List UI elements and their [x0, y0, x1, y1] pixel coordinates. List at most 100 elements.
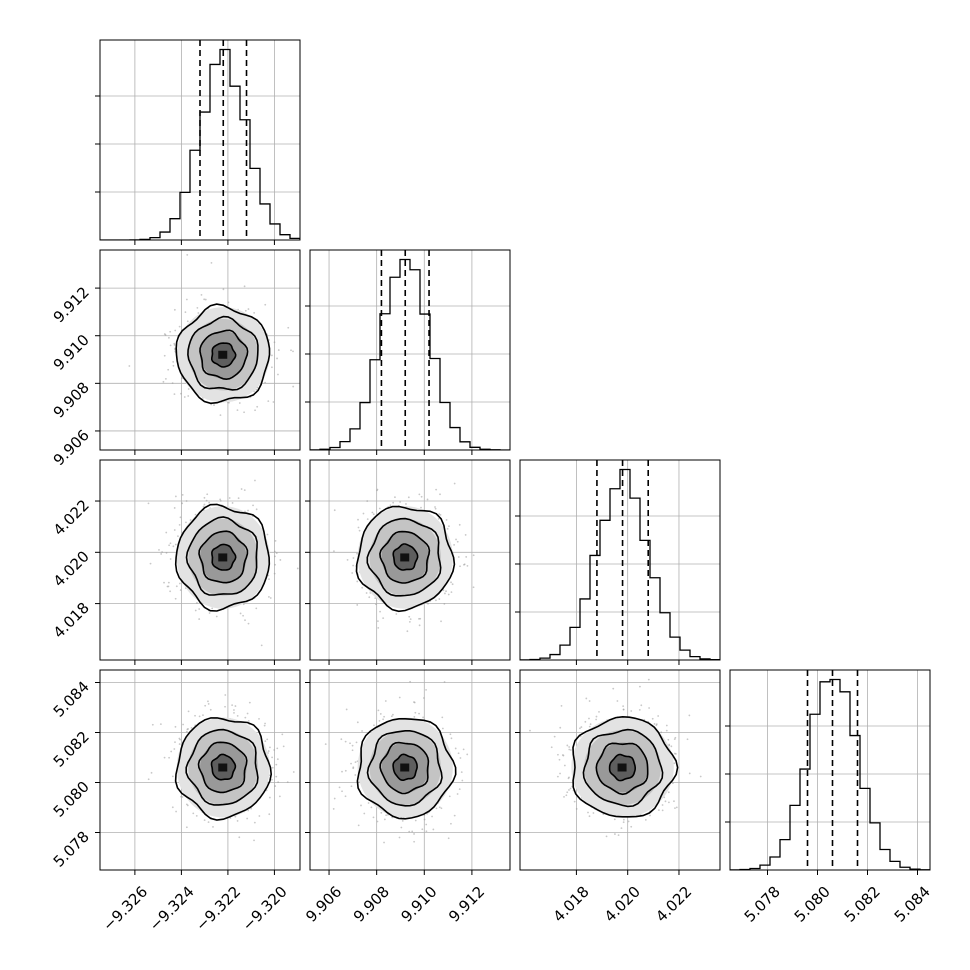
- scatter-point: [243, 285, 246, 288]
- scatter-point: [233, 711, 235, 714]
- contour-line: [211, 342, 237, 368]
- scatter-point: [614, 833, 616, 835]
- scatter-point: [229, 817, 232, 819]
- scatter-point: [622, 818, 625, 821]
- scatter-point: [224, 705, 226, 708]
- scatter-point: [398, 836, 401, 839]
- scatter-point: [657, 715, 660, 717]
- scatter-point: [585, 697, 588, 700]
- scatter-point: [357, 824, 360, 827]
- scatter-point: [170, 750, 173, 753]
- contour-line: [174, 503, 271, 612]
- scatter-point: [434, 506, 436, 508]
- scatter-point: [644, 818, 647, 821]
- scatter-point: [219, 414, 222, 417]
- scatter-point: [423, 818, 426, 821]
- scatter-point: [198, 608, 201, 610]
- scatter-point: [665, 724, 668, 727]
- scatter-point: [244, 716, 247, 719]
- scatter-point: [414, 819, 417, 822]
- scatter-point: [439, 513, 442, 516]
- scatter-point: [210, 261, 213, 264]
- density-peak: [400, 553, 410, 562]
- panel-frame: [309, 249, 511, 451]
- scatter-point: [617, 834, 620, 837]
- scatter-point: [366, 500, 369, 502]
- scatter-point: [174, 597, 177, 600]
- scatter-point: [368, 596, 371, 599]
- scatter-point: [660, 731, 663, 734]
- scatter-point: [203, 496, 206, 499]
- y-tick-label: 9.908: [50, 378, 93, 421]
- scatter-point: [377, 626, 380, 629]
- scatter-point: [349, 742, 351, 745]
- scatter-point: [447, 593, 450, 596]
- scatter-point: [172, 360, 175, 363]
- scatter-point: [459, 565, 461, 568]
- scatter-point: [279, 559, 282, 561]
- scatter-point: [567, 777, 570, 780]
- scatter-point: [376, 489, 378, 492]
- scatter-point: [271, 366, 273, 369]
- scatter-point: [579, 727, 581, 730]
- scatter-point: [588, 717, 590, 720]
- scatter-point: [275, 763, 278, 766]
- scatter-point: [356, 760, 359, 763]
- scatter-point: [163, 756, 166, 759]
- scatter-point: [203, 819, 206, 822]
- scatter-point: [675, 806, 678, 809]
- x-tick-label: 4.018: [550, 883, 593, 926]
- scatter-point: [444, 592, 446, 595]
- scatter-point: [258, 717, 260, 720]
- scatter-point: [438, 513, 441, 515]
- histogram-step: [730, 678, 930, 870]
- scatter-point: [418, 624, 421, 627]
- scatter-point: [196, 601, 198, 604]
- scatter-point: [186, 254, 189, 256]
- contour-line: [379, 741, 430, 795]
- scatter-point: [622, 821, 625, 824]
- scatter-point: [413, 840, 416, 843]
- scatter-point: [177, 535, 179, 538]
- scatter-point: [292, 385, 295, 388]
- scatter-point: [387, 813, 389, 816]
- scatter-point: [163, 333, 166, 335]
- scatter-point: [435, 807, 438, 810]
- scatter-point: [449, 733, 452, 736]
- scatter-point: [400, 826, 403, 829]
- scatter-point: [231, 704, 234, 706]
- scatter-point: [269, 746, 271, 749]
- density-peak: [617, 763, 627, 772]
- scatter-point: [264, 381, 266, 384]
- scatter-point: [357, 526, 360, 529]
- scatter-point: [277, 349, 280, 351]
- scatter-point: [575, 808, 578, 810]
- scatter-point: [273, 550, 276, 553]
- scatter-point: [247, 622, 250, 625]
- scatter-point: [266, 533, 269, 536]
- scatter-point: [437, 517, 440, 520]
- scatter-point: [438, 806, 441, 809]
- scatter-point: [204, 704, 207, 707]
- scatter-point: [256, 405, 259, 408]
- scatter-point: [174, 347, 176, 350]
- scatter-point: [236, 714, 239, 717]
- scatter-point: [181, 796, 184, 798]
- contour-line: [366, 517, 442, 597]
- scatter-point: [255, 388, 258, 391]
- scatter-point: [271, 778, 273, 781]
- scatter-point: [340, 738, 343, 741]
- histogram-step: [520, 468, 720, 660]
- scatter-point: [438, 598, 441, 600]
- scatter-point: [246, 712, 249, 715]
- scatter-point: [568, 748, 571, 751]
- scatter-point: [395, 613, 398, 615]
- contour-line: [210, 753, 237, 781]
- scatter-point: [385, 814, 388, 817]
- scatter-point: [240, 488, 243, 490]
- scatter-point: [456, 540, 459, 543]
- scatter-point: [171, 775, 174, 778]
- scatter-point: [413, 715, 416, 718]
- scatter-point: [345, 708, 348, 711]
- scatter-point: [211, 607, 214, 610]
